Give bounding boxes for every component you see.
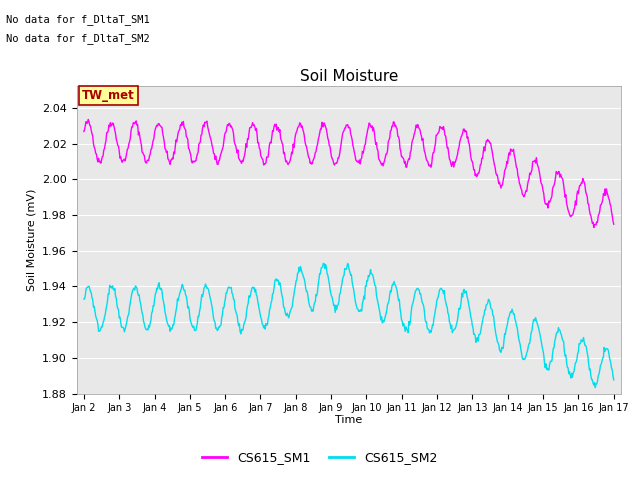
CS615_SM2 <box>226 285 234 291</box>
CS615_SM1 <box>414 122 422 128</box>
Text: No data for f_DltaT_SM2: No data for f_DltaT_SM2 <box>6 33 150 44</box>
CS615_SM2 <box>80 296 88 302</box>
CS615_SM2 <box>90 304 97 310</box>
CS615_SM2 <box>319 261 327 266</box>
CS615_SM1 <box>429 150 437 156</box>
CS615_SM1 <box>80 129 88 134</box>
Title: Soil Moisture: Soil Moisture <box>300 69 398 84</box>
Y-axis label: Soil Moisture (mV): Soil Moisture (mV) <box>27 189 36 291</box>
Legend: CS615_SM1, CS615_SM2: CS615_SM1, CS615_SM2 <box>197 446 443 469</box>
CS615_SM1 <box>198 125 206 131</box>
CS615_SM2 <box>414 286 422 291</box>
CS615_SM1 <box>590 225 598 230</box>
CS615_SM2 <box>429 323 437 328</box>
Line: CS615_SM2: CS615_SM2 <box>84 264 614 388</box>
Text: TW_met: TW_met <box>83 89 135 102</box>
CS615_SM1 <box>84 117 92 122</box>
CS615_SM2 <box>144 327 152 333</box>
Text: No data for f_DltaT_SM1: No data for f_DltaT_SM1 <box>6 13 150 24</box>
X-axis label: Time: Time <box>335 415 362 425</box>
CS615_SM1 <box>227 124 234 130</box>
CS615_SM2 <box>610 377 618 383</box>
Line: CS615_SM1: CS615_SM1 <box>84 120 614 228</box>
CS615_SM2 <box>591 385 599 391</box>
CS615_SM1 <box>145 157 152 163</box>
CS615_SM1 <box>610 221 618 227</box>
CS615_SM1 <box>90 144 98 150</box>
CS615_SM2 <box>198 292 205 298</box>
